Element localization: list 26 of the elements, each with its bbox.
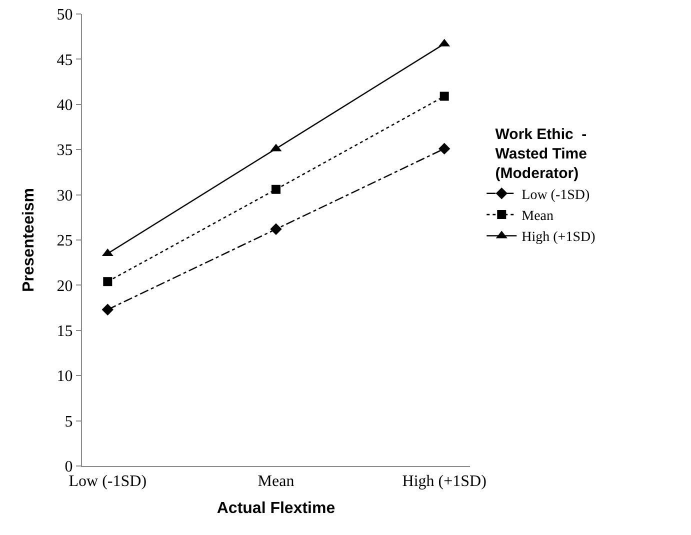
y-tick-label: 10 [56, 368, 73, 386]
legend-label: High (+1SD) [522, 230, 596, 246]
y-tick-label: 20 [56, 278, 73, 295]
y-tick-label: 0 [64, 458, 73, 476]
y-tick-label: 15 [56, 323, 73, 340]
point [440, 92, 449, 101]
legend-label: Mean [522, 209, 554, 224]
y-tick-label: 30 [56, 187, 73, 204]
legend-title: Work Ethic - Wasted Time (Moderator) [495, 126, 587, 182]
y-tick-label: 35 [56, 142, 73, 160]
y-tick-label: 40 [56, 97, 73, 114]
x-tick-label: Mean [258, 473, 294, 490]
y-tick-label: 25 [56, 232, 73, 250]
point [102, 304, 114, 316]
x-tick-label: Low (-1SD) [68, 473, 147, 490]
x-axis-title: Actual Flextime [216, 500, 336, 517]
point [270, 223, 282, 235]
y-tick-label: 50 [56, 6, 73, 24]
y-tick-label: 45 [56, 52, 73, 69]
point [103, 277, 112, 286]
x-tick-label: High (+1SD) [402, 473, 486, 490]
y-tick-label: 5 [64, 413, 73, 430]
legend-label: Low (-1SD) [522, 188, 590, 203]
point [272, 184, 280, 194]
y-axis-title: Presenteeism [20, 188, 38, 292]
point [438, 142, 450, 155]
